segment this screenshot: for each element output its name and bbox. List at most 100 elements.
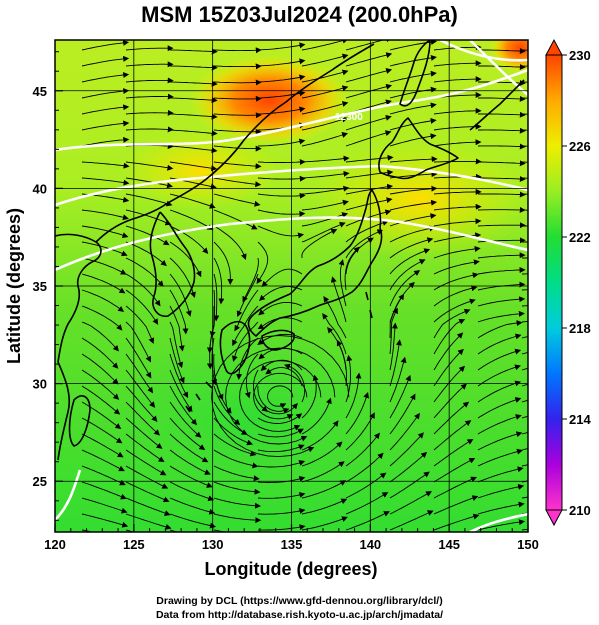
streamline — [169, 289, 189, 335]
streamline — [433, 348, 464, 387]
lat-lon-grid — [55, 40, 528, 532]
streamline — [389, 491, 433, 515]
streamline — [213, 385, 241, 426]
streamline — [125, 481, 170, 503]
streamline — [125, 273, 161, 307]
streamline — [81, 369, 120, 400]
streamline — [81, 225, 129, 239]
streamline — [477, 414, 522, 435]
streamline — [169, 161, 218, 172]
streamline — [125, 369, 156, 408]
vortex-streamline — [253, 372, 308, 420]
streamline — [213, 433, 257, 457]
streamline — [213, 481, 261, 495]
streamline — [81, 513, 129, 528]
streamline — [213, 449, 259, 469]
streamline — [169, 337, 185, 384]
streamline — [81, 321, 119, 352]
streamline — [213, 95, 262, 102]
coastlines — [55, 40, 525, 461]
streamline — [213, 145, 262, 152]
streamline — [169, 481, 215, 502]
streamline — [81, 120, 130, 131]
streamline — [257, 225, 305, 239]
streamline — [345, 511, 390, 531]
streamline — [389, 293, 405, 339]
streamline — [169, 465, 213, 488]
streamline — [389, 374, 411, 419]
streamline — [433, 203, 482, 211]
streamline — [301, 199, 349, 211]
streamline — [477, 296, 526, 307]
streamline — [389, 432, 424, 467]
streamline — [433, 438, 474, 467]
streamline — [257, 413, 303, 424]
streamline — [301, 480, 347, 499]
streamline — [301, 516, 348, 531]
streamline — [244, 353, 259, 399]
streamline — [125, 305, 155, 344]
streamline — [257, 192, 306, 199]
streamline — [433, 457, 476, 483]
x-tick-label: 120 — [44, 537, 66, 552]
streamline — [169, 80, 218, 87]
y-axis-label: Latitude (degrees) — [4, 208, 24, 364]
streamline — [257, 158, 306, 165]
streamline — [81, 465, 126, 486]
streamline — [389, 86, 437, 99]
streamline — [213, 79, 262, 86]
y-tick-label: 40 — [33, 181, 47, 196]
streamline — [345, 83, 393, 99]
streamline — [81, 289, 125, 313]
streamline — [301, 53, 349, 67]
streamline — [301, 170, 350, 179]
x-tick-label: 140 — [359, 537, 381, 552]
streamline — [345, 68, 393, 83]
streamline — [257, 444, 305, 453]
streamline — [125, 385, 158, 422]
streamline — [169, 241, 202, 278]
streamline — [258, 301, 303, 316]
streamline — [257, 492, 306, 499]
streamline — [301, 185, 350, 195]
x-tick-label: 125 — [123, 537, 145, 552]
streamline — [478, 111, 526, 118]
streamline — [81, 88, 130, 99]
streamline — [169, 97, 218, 104]
streamline — [125, 353, 154, 394]
streamline — [477, 484, 525, 499]
streamline — [433, 365, 466, 403]
streamline — [389, 322, 398, 371]
streamline — [477, 380, 522, 403]
streamline — [213, 47, 262, 54]
streamline — [169, 385, 198, 426]
streamline — [301, 40, 349, 51]
streamline — [231, 321, 259, 362]
streamline — [213, 401, 248, 435]
streamline — [345, 354, 353, 403]
y-tick-label: 45 — [33, 84, 47, 99]
streamline — [169, 417, 206, 451]
streamline — [81, 449, 125, 472]
streamline — [81, 40, 130, 51]
streamline — [477, 310, 525, 323]
streamline — [345, 52, 393, 67]
streamline — [477, 333, 522, 355]
height-contours — [55, 40, 528, 532]
streamline — [477, 266, 526, 275]
streamline — [169, 353, 189, 399]
streamline — [345, 432, 380, 467]
colorbar-tick-label: 230 — [569, 48, 591, 63]
streamline — [257, 74, 306, 83]
streamline — [125, 401, 160, 436]
streamline — [301, 374, 319, 419]
streamline — [389, 307, 398, 355]
streamline — [284, 363, 306, 403]
streamline — [433, 158, 482, 165]
streamline — [433, 188, 482, 195]
streamline — [257, 42, 306, 51]
streamline — [344, 246, 360, 291]
colorbar: 210 214 218 222 226 230 — [545, 38, 591, 527]
streamline — [257, 58, 306, 67]
streamline — [81, 353, 119, 385]
